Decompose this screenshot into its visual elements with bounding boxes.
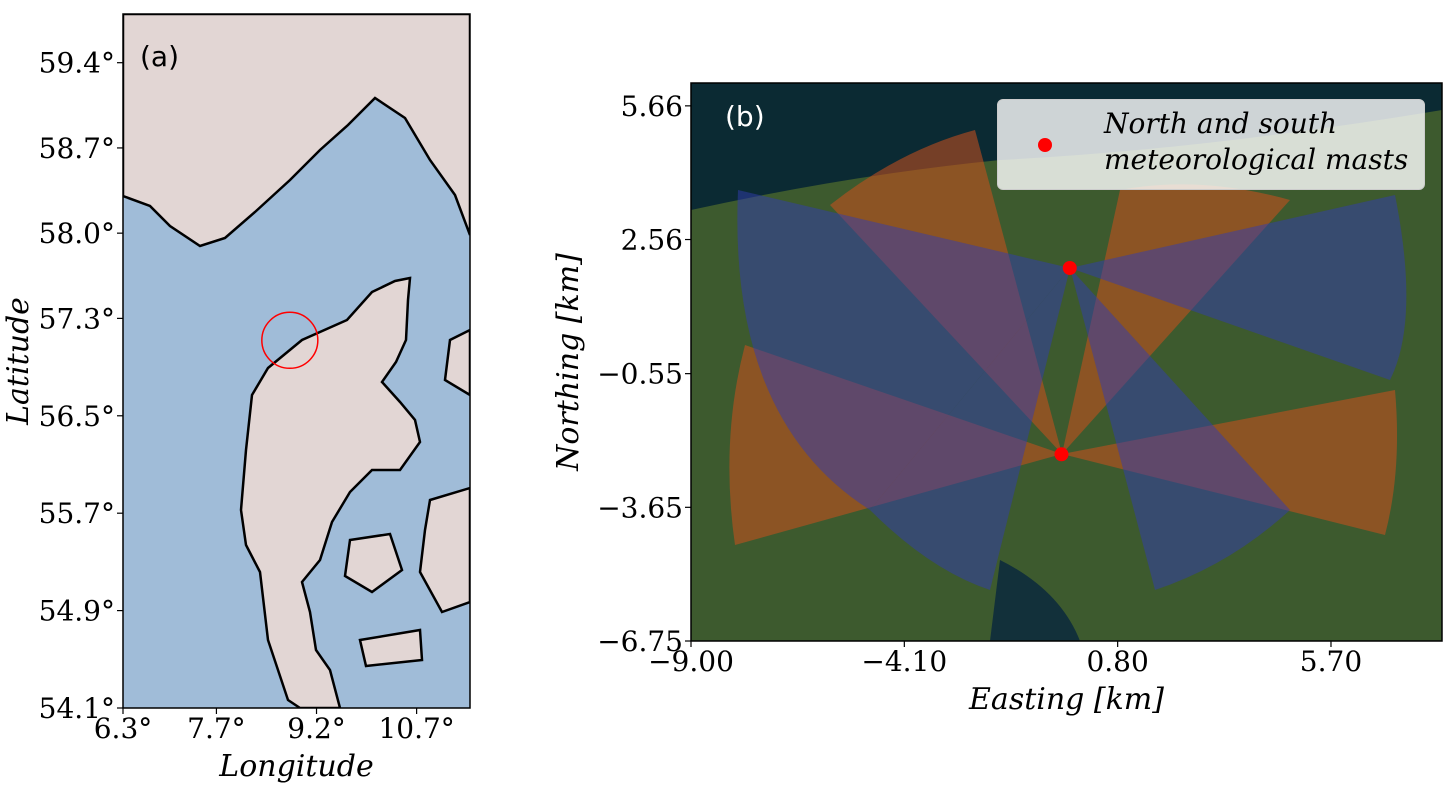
y-tick-label: 57.3° xyxy=(39,302,115,335)
y-axis-label: Latitude xyxy=(1,297,36,426)
x-tick-label: 6.3° xyxy=(94,712,153,745)
y-tick-label: 58.0° xyxy=(39,217,115,250)
y-tick-label: −3.65 xyxy=(597,491,683,524)
y-tick-label: 54.9° xyxy=(39,595,115,628)
funen xyxy=(343,532,404,594)
x-tick-label: 9.2° xyxy=(287,712,346,745)
sweden xyxy=(443,328,470,397)
y-tick-label: −0.55 xyxy=(597,358,683,391)
lolland xyxy=(358,628,424,668)
panel-label: (a) xyxy=(140,40,179,73)
zealand xyxy=(418,486,470,614)
highlight-circle xyxy=(261,311,319,370)
mast-marker xyxy=(1062,260,1077,275)
x-tick-label: 7.7° xyxy=(187,712,246,745)
plot-frame xyxy=(122,13,471,709)
x-tick-label: 10.7° xyxy=(378,712,454,745)
y-tick-label: 58.7° xyxy=(39,132,115,165)
y-tick-label: −6.75 xyxy=(597,625,683,658)
x-axis-label: Easting [km] xyxy=(968,682,1164,717)
x-axis-label: Longitude xyxy=(218,749,373,784)
legend-marker xyxy=(1038,138,1052,152)
y-tick-label: 59.4° xyxy=(39,47,115,80)
blue-sectors xyxy=(737,190,1407,590)
jutland xyxy=(239,276,422,708)
plot-frame xyxy=(690,82,1443,642)
lake xyxy=(990,560,1080,641)
legend: North and south meteorological masts xyxy=(997,99,1425,190)
map-a xyxy=(123,14,470,708)
x-tick-label: 5.70 xyxy=(1300,645,1362,678)
x-tick-label: −4.10 xyxy=(861,645,947,678)
y-tick-label: 5.66 xyxy=(621,90,683,123)
legend-label: North and south meteorological masts xyxy=(1104,107,1409,176)
x-tick-label: −9.00 xyxy=(648,645,734,678)
mast-marker xyxy=(1054,447,1069,462)
y-tick-label: 2.56 xyxy=(621,224,683,257)
panel-label: (b) xyxy=(725,100,765,133)
y-axis-label: Northing [km] xyxy=(551,253,586,472)
norway xyxy=(123,14,470,248)
y-tick-label: 56.5° xyxy=(39,400,115,433)
y-tick-label: 54.1° xyxy=(39,692,115,725)
y-tick-label: 55.7° xyxy=(39,497,115,530)
x-tick-label: 0.80 xyxy=(1086,645,1148,678)
